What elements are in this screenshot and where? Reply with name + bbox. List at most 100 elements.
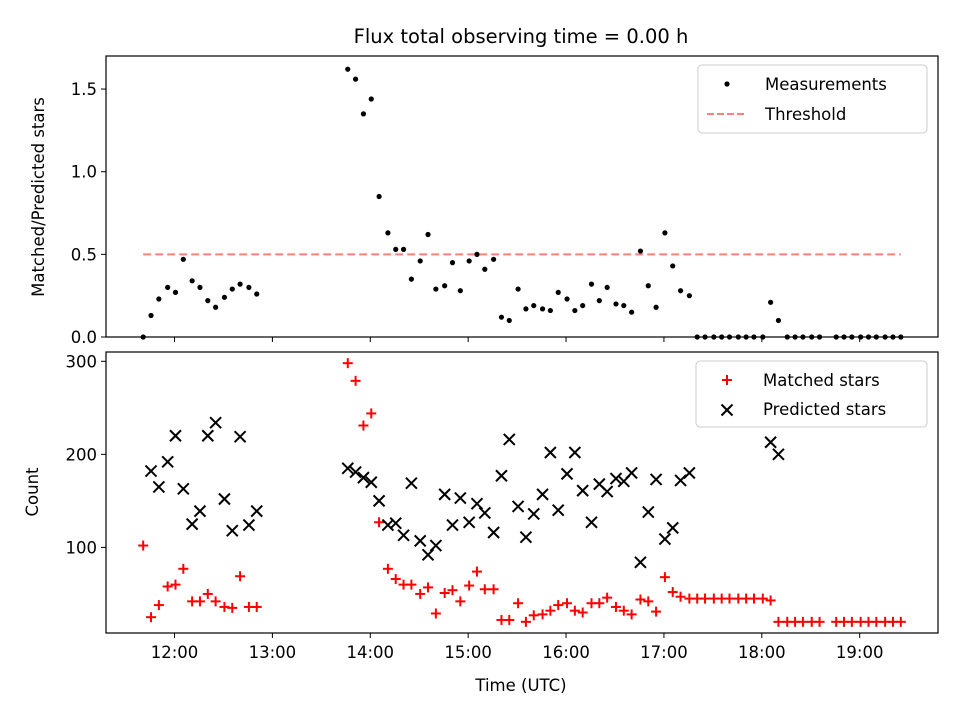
data-point-predicted-stars xyxy=(478,506,492,520)
bottom-x-tick-label: 14:00 xyxy=(347,643,395,662)
x-stroke xyxy=(250,504,263,518)
data-point-measurements xyxy=(197,284,203,291)
x-stroke xyxy=(218,492,231,506)
x-stroke xyxy=(429,539,443,552)
bottom-y-ticks: 100 200 300 xyxy=(66,352,106,557)
data-point-measurements xyxy=(474,251,480,257)
x-stroke xyxy=(397,529,410,542)
data-point-measurements xyxy=(629,309,635,315)
data-point-measurements xyxy=(580,302,586,309)
data-point-measurements xyxy=(205,298,211,304)
data-point-predicted-stars xyxy=(405,476,418,490)
x-stroke xyxy=(446,518,459,532)
data-point-predicted-stars xyxy=(634,556,647,569)
x-stroke xyxy=(527,507,540,521)
x-stroke xyxy=(552,503,565,517)
data-point-matched-stars xyxy=(439,587,450,598)
data-point-measurements xyxy=(768,299,774,305)
bottom-y-tick-label: 100 xyxy=(66,538,98,557)
x-stroke xyxy=(454,491,467,505)
data-point-measurements xyxy=(775,317,782,324)
data-point-measurements xyxy=(213,304,219,310)
legend-marker-predicted-stars xyxy=(720,403,734,417)
data-point-predicted-stars xyxy=(649,473,663,486)
data-point-measurements xyxy=(254,291,260,297)
x-stroke xyxy=(576,484,589,497)
x-stroke xyxy=(438,488,451,501)
data-point-matched-stars xyxy=(455,596,466,607)
data-point-matched-stars xyxy=(415,588,426,599)
data-point-matched-stars xyxy=(210,596,221,607)
data-point-predicted-stars xyxy=(169,429,182,442)
data-point-predicted-stars xyxy=(201,429,215,442)
x-stroke xyxy=(536,488,549,501)
data-point-measurements xyxy=(400,246,407,252)
data-point-matched-stars xyxy=(797,616,808,627)
data-point-predicted-stars xyxy=(625,466,638,480)
x-stroke xyxy=(683,466,696,480)
data-point-matched-stars xyxy=(757,593,768,604)
bottom-legend-box xyxy=(695,360,928,428)
x-stroke xyxy=(177,482,190,495)
data-point-predicted-stars xyxy=(177,482,190,495)
x-stroke xyxy=(357,471,370,484)
x-stroke xyxy=(349,465,362,479)
legend-label-matched-stars: Matched stars xyxy=(763,371,880,390)
data-point-matched-stars xyxy=(626,609,637,620)
data-point-matched-stars xyxy=(374,517,385,528)
x-stroke xyxy=(462,516,476,529)
data-point-matched-stars xyxy=(667,587,678,598)
bottom-x-ticks: 12:00 13:00 14:00 15:00 16:00 17:00 18:00 19:00 xyxy=(151,633,884,662)
data-point-matched-stars xyxy=(594,598,605,609)
data-point-matched-stars xyxy=(162,581,173,592)
data-point-predicted-stars xyxy=(487,526,500,539)
data-point-measurements xyxy=(156,296,162,302)
data-point-measurements xyxy=(165,284,171,291)
data-point-predicted-stars xyxy=(764,436,777,449)
bottom-y-tick-label: 300 xyxy=(66,352,98,371)
data-point-predicted-stars xyxy=(365,476,378,489)
data-point-matched-stars xyxy=(724,593,735,604)
x-stroke xyxy=(242,518,256,532)
x-stroke xyxy=(772,448,785,461)
data-point-predicted-stars xyxy=(576,484,589,497)
top-y-tick-label: 0.5 xyxy=(71,245,97,264)
chart-title: Flux total observing time = 0.00 h xyxy=(354,25,689,48)
data-point-matched-stars xyxy=(251,601,262,612)
bottom-x-tick-label: 19:00 xyxy=(836,643,884,662)
x-stroke xyxy=(421,548,435,562)
data-point-matched-stars xyxy=(202,588,213,599)
data-point-matched-stars xyxy=(602,592,613,603)
data-point-predicted-stars xyxy=(658,532,672,546)
data-point-predicted-stars xyxy=(568,446,582,459)
data-point-measurements xyxy=(393,246,399,252)
x-stroke xyxy=(720,403,734,417)
data-point-measurements xyxy=(572,307,578,314)
data-point-predicted-stars xyxy=(193,504,207,518)
data-point-matched-stars xyxy=(773,616,784,627)
x-stroke xyxy=(585,516,598,529)
x-stroke xyxy=(389,516,402,530)
data-point-matched-stars xyxy=(651,606,662,617)
data-point-predicted-stars xyxy=(536,488,549,501)
data-point-predicted-stars xyxy=(242,518,256,532)
data-point-predicted-stars xyxy=(421,548,435,562)
data-point-predicted-stars xyxy=(349,465,362,479)
data-point-predicted-stars xyxy=(454,491,467,505)
data-point-matched-stars xyxy=(871,616,882,627)
data-point-measurements xyxy=(637,248,644,254)
data-point-measurements xyxy=(596,298,602,304)
data-point-predicted-stars xyxy=(250,504,263,518)
x-stroke xyxy=(341,462,354,475)
data-point-matched-stars xyxy=(553,600,564,611)
data-point-measurements xyxy=(408,276,414,282)
data-point-predicted-stars xyxy=(560,467,574,481)
data-point-measurements xyxy=(345,66,351,72)
data-point-matched-stars xyxy=(528,610,539,621)
data-point-predicted-stars xyxy=(503,433,516,446)
data-point-matched-stars xyxy=(700,593,711,604)
bottom-x-tick-label: 12:00 xyxy=(151,643,199,662)
data-point-measurements xyxy=(604,284,610,291)
data-point-measurements xyxy=(482,266,488,272)
